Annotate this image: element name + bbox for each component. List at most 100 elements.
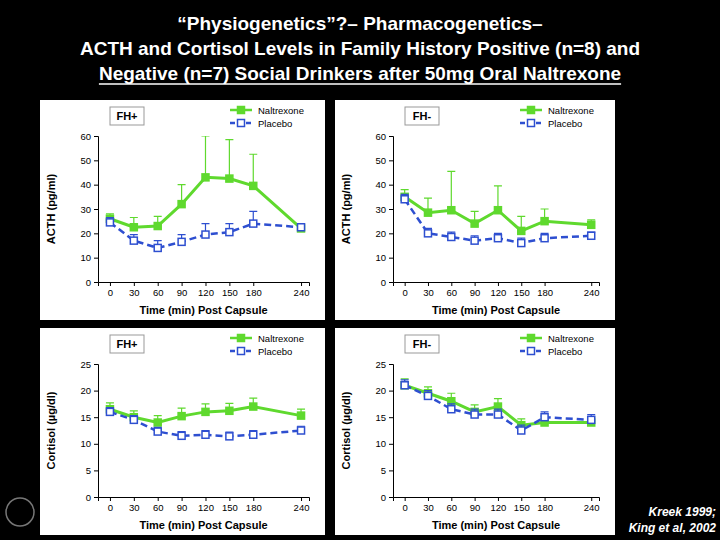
marker — [494, 411, 501, 418]
y-axis-line — [94, 365, 99, 498]
marker — [494, 207, 501, 214]
y-tick: 10 — [375, 252, 393, 263]
x-tick-mark — [521, 282, 522, 286]
y-tick-label: 10 — [80, 252, 91, 263]
legend-label: Naltrexone — [548, 105, 594, 116]
marker — [298, 427, 305, 434]
y-tick-mark — [94, 282, 98, 283]
x-axis-title: Time (min) Post Capsule — [139, 519, 267, 531]
x-tick-mark — [451, 282, 452, 286]
series-line — [405, 385, 592, 425]
chart-panel: 03060901201501802400510152025Time (min) … — [40, 328, 325, 535]
y-tick-label: 30 — [80, 204, 91, 215]
x-tick: 120 — [198, 282, 214, 298]
x-tick-mark — [229, 497, 230, 501]
legend-entry: Placebo — [520, 346, 582, 357]
chart-panel: 03060901201501802400510152025Time (min) … — [335, 328, 615, 535]
y-tick-label: 5 — [381, 465, 386, 476]
y-tick: 50 — [80, 155, 98, 166]
x-tick: 150 — [514, 282, 530, 298]
legend-label: Naltrexone — [258, 333, 304, 344]
x-tick-label: 240 — [294, 502, 310, 513]
series-line — [405, 199, 592, 243]
marker — [178, 201, 185, 208]
y-tick-label: 60 — [375, 131, 386, 142]
x-tick: 0 — [108, 497, 113, 513]
y-tick-mark — [389, 160, 393, 161]
x-tick-label: 90 — [177, 287, 188, 298]
x-tick-label: 120 — [491, 502, 507, 513]
y-tick: 20 — [375, 385, 393, 396]
legend-label: Placebo — [548, 118, 582, 129]
y-axis-line — [389, 365, 394, 498]
x-tick-mark — [545, 497, 546, 501]
marker — [226, 407, 233, 414]
x-tick: 0 — [403, 282, 408, 298]
legend-swatch-marker — [528, 335, 535, 342]
error-bar — [587, 417, 595, 422]
marker — [226, 175, 233, 182]
x-tick-label: 90 — [470, 287, 481, 298]
legend-label: Naltrexone — [258, 105, 304, 116]
y-tick-mark — [94, 233, 98, 234]
legend-swatch-marker — [238, 107, 245, 114]
y-tick: 0 — [86, 277, 98, 288]
y-axis: 0102030405060 — [375, 131, 393, 288]
x-tick-label: 60 — [447, 287, 458, 298]
panel-background — [40, 328, 325, 535]
y-tick: 25 — [375, 359, 393, 370]
y-tick-label: 10 — [375, 252, 386, 263]
y-tick-label: 40 — [375, 179, 386, 190]
x-tick: 30 — [423, 497, 434, 513]
y-tick-mark — [94, 364, 98, 365]
legend-swatch-marker — [528, 107, 535, 114]
x-axis-line — [394, 498, 600, 502]
legend-label: Naltrexone — [548, 333, 594, 344]
x-tick: 90 — [177, 497, 188, 513]
x-tick-label: 120 — [198, 502, 214, 513]
group-label-box — [110, 107, 144, 125]
x-tick-mark — [405, 282, 406, 286]
x-tick-label: 120 — [198, 287, 214, 298]
x-tick-mark — [110, 282, 111, 286]
x-tick: 90 — [470, 282, 481, 298]
x-tick-label: 90 — [470, 502, 481, 513]
x-tick-mark — [253, 282, 254, 286]
x-tick-label: 60 — [153, 502, 164, 513]
x-tick-label: 90 — [177, 502, 188, 513]
series-line — [110, 222, 301, 248]
legend-swatch-marker — [238, 120, 245, 127]
y-tick-mark — [389, 209, 393, 210]
citation: Kreek 1999; — [649, 505, 716, 519]
marker — [298, 224, 305, 231]
legend-entry: Placebo — [520, 118, 582, 129]
x-tick: 150 — [222, 282, 238, 298]
marker — [178, 432, 185, 439]
x-tick: 0 — [108, 282, 113, 298]
y-tick-label: 0 — [86, 492, 91, 503]
y-tick: 50 — [375, 155, 393, 166]
group-label-box — [110, 335, 144, 353]
y-tick-mark — [389, 233, 393, 234]
y-tick-label: 5 — [86, 465, 91, 476]
legend-entry: Naltrexone — [520, 333, 594, 344]
legend-label: Placebo — [548, 346, 582, 357]
y-tick-label: 20 — [375, 228, 386, 239]
x-tick-mark — [521, 497, 522, 501]
y-axis: 0510152025 — [375, 359, 393, 503]
error-bar — [447, 171, 455, 210]
y-tick: 5 — [381, 465, 393, 476]
y-tick-mark — [389, 470, 393, 471]
chart-panel: 03060901201501802400102030405060Time (mi… — [40, 100, 325, 320]
group-label: FH+ — [116, 338, 137, 350]
x-tick-label: 180 — [537, 287, 553, 298]
y-tick-label: 10 — [375, 438, 386, 449]
legend-entry: Naltrexone — [230, 333, 304, 344]
marker — [250, 403, 257, 410]
y-tick: 10 — [80, 252, 98, 263]
y-axis-line — [94, 137, 99, 283]
y-tick: 30 — [375, 204, 393, 215]
y-tick-label: 20 — [375, 385, 386, 396]
x-tick-mark — [229, 282, 230, 286]
marker — [401, 382, 408, 389]
